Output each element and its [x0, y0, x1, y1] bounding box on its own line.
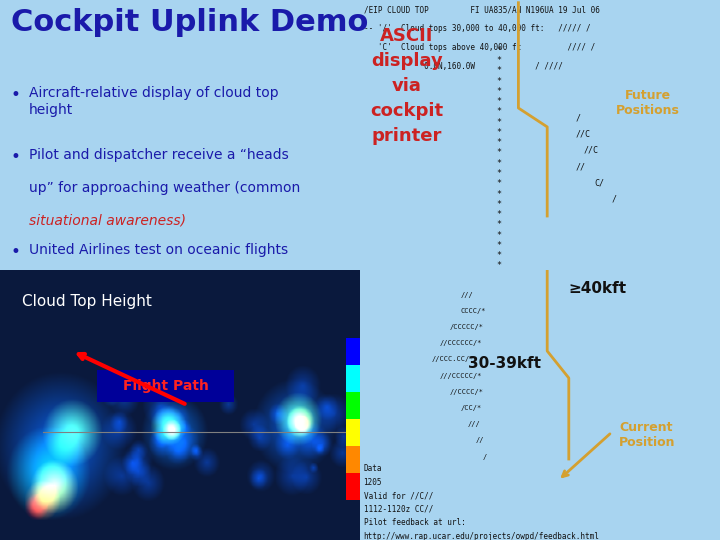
- Text: Flight Path: Flight Path: [122, 379, 209, 393]
- Text: ≥40kft: ≥40kft: [569, 281, 627, 296]
- Text: -- '/'  Cloud tops 30,000 to 40,000 ft:   ///// /: -- '/' Cloud tops 30,000 to 40,000 ft: /…: [364, 24, 590, 33]
- Text: *: *: [497, 107, 502, 117]
- Text: /EIP CLOUD TOP         FI UA835/AN N196UA 19 Jul 06: /EIP CLOUD TOP FI UA835/AN N196UA 19 Jul…: [364, 5, 600, 15]
- Text: /CCCCC/*: /CCCCC/*: [450, 324, 484, 330]
- Text: //CCCC/*: //CCCC/*: [450, 389, 484, 395]
- Text: *: *: [497, 190, 502, 199]
- Text: //C: //C: [583, 146, 598, 155]
- Text: ///: ///: [468, 421, 481, 427]
- Text: Aircraft-relative display of cloud top
height: Aircraft-relative display of cloud top h…: [29, 86, 279, 117]
- Text: //: //: [475, 437, 484, 443]
- Text: Valid for //C//: Valid for //C//: [364, 491, 433, 501]
- Text: /CC/*: /CC/*: [461, 405, 482, 411]
- Text: *: *: [497, 251, 502, 260]
- Bar: [346, 418, 360, 445]
- Text: /: /: [482, 454, 487, 460]
- Text: *: *: [497, 148, 502, 158]
- Text: *: *: [497, 231, 502, 240]
- Text: *: *: [497, 56, 502, 65]
- Text: *: *: [497, 77, 502, 86]
- Text: /: /: [576, 113, 581, 123]
- Text: United Airlines test on oceanic flights: United Airlines test on oceanic flights: [29, 243, 288, 257]
- Text: Cloud Top Height: Cloud Top Height: [22, 294, 151, 309]
- Text: *: *: [497, 220, 502, 230]
- Text: *: *: [497, 66, 502, 76]
- Text: *0.0N,160.0W             / ////: *0.0N,160.0W / ////: [364, 62, 562, 71]
- Text: up” for approaching weather (common: up” for approaching weather (common: [29, 181, 300, 195]
- Bar: [346, 472, 360, 500]
- Bar: [346, 338, 360, 364]
- Text: Pilot feedback at url:: Pilot feedback at url:: [364, 518, 465, 528]
- Text: 1112-1120z CC//: 1112-1120z CC//: [364, 505, 433, 514]
- Text: //CCC.CC/*: //CCC.CC/*: [432, 356, 474, 362]
- Text: Future
Positions: Future Positions: [616, 89, 680, 117]
- Text: /: /: [612, 194, 617, 204]
- Bar: [346, 446, 360, 472]
- Text: 30-39kft: 30-39kft: [468, 356, 541, 372]
- Text: C/: C/: [594, 178, 604, 187]
- Text: CCCC/*: CCCC/*: [461, 308, 486, 314]
- Bar: [346, 364, 360, 391]
- Text: •: •: [11, 148, 21, 166]
- Text: *: *: [497, 128, 502, 137]
- Text: *: *: [497, 200, 502, 209]
- Text: Data: Data: [364, 464, 382, 474]
- Text: *: *: [497, 46, 502, 55]
- Text: •: •: [11, 243, 21, 261]
- Text: 'C'  Cloud tops above 40,000 ft          //// /: 'C' Cloud tops above 40,000 ft //// /: [364, 43, 595, 52]
- Text: •: •: [11, 86, 21, 104]
- Text: situational awareness): situational awareness): [29, 213, 186, 227]
- Text: //CCCCCC/*: //CCCCCC/*: [439, 340, 482, 346]
- Text: *: *: [497, 159, 502, 168]
- Text: http://www.rap.ucar.edu/projects/owpd/feedback.html: http://www.rap.ucar.edu/projects/owpd/fe…: [364, 532, 600, 540]
- Text: Cockpit Uplink Demo: Cockpit Uplink Demo: [11, 8, 368, 37]
- Text: *: *: [497, 118, 502, 127]
- Text: *: *: [497, 261, 502, 271]
- Text: ///CCCCC/*: ///CCCCC/*: [439, 373, 482, 379]
- Text: *: *: [497, 87, 502, 96]
- Text: ASCII
display
via
cockpit
printer: ASCII display via cockpit printer: [370, 28, 444, 145]
- Text: *: *: [497, 138, 502, 147]
- Text: *: *: [497, 169, 502, 178]
- Text: *: *: [497, 179, 502, 188]
- Text: *: *: [497, 210, 502, 219]
- Text: 1205: 1205: [364, 478, 382, 487]
- Bar: [346, 392, 360, 418]
- Text: *: *: [497, 97, 502, 106]
- Text: ///: ///: [461, 292, 474, 298]
- FancyBboxPatch shape: [97, 370, 234, 402]
- Text: //C: //C: [576, 130, 591, 139]
- Text: Pilot and dispatcher receive a “heads: Pilot and dispatcher receive a “heads: [29, 148, 289, 163]
- Text: Current
Position: Current Position: [619, 421, 675, 449]
- Text: //: //: [576, 162, 586, 171]
- Text: *: *: [497, 241, 502, 250]
